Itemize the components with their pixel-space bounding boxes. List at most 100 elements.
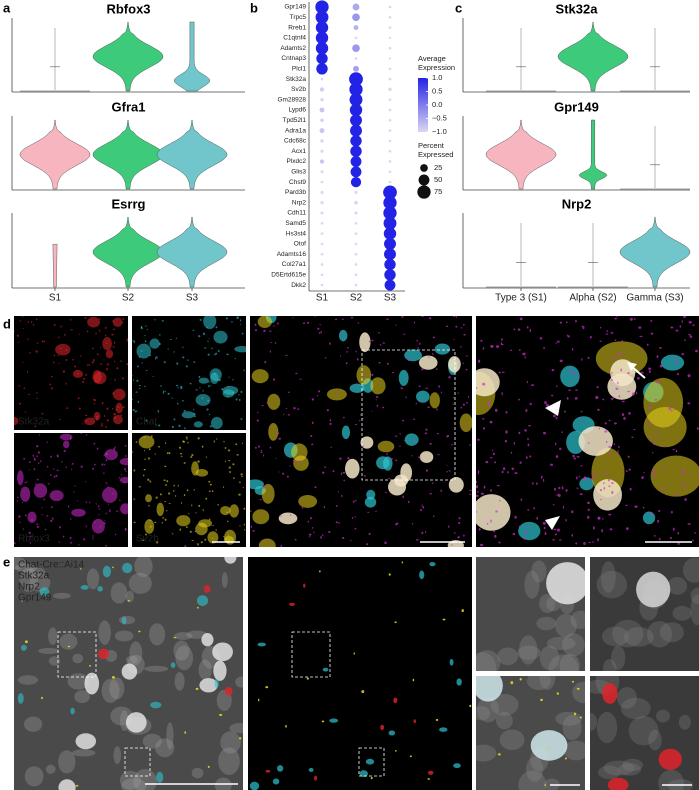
cell: [386, 318, 389, 320]
cell: [43, 498, 45, 501]
cell: [672, 605, 692, 621]
dot: [383, 196, 397, 210]
cell: [677, 542, 680, 545]
cell: [132, 374, 133, 377]
cell: [347, 346, 349, 349]
cell: [468, 395, 470, 399]
cell: [576, 487, 579, 489]
cell: [642, 506, 645, 509]
cell: [504, 439, 508, 443]
cell: [621, 339, 624, 343]
cell: [655, 381, 659, 384]
cell: [282, 472, 285, 475]
cell: [556, 494, 558, 496]
cell: [476, 485, 479, 489]
cell: [658, 430, 660, 433]
cell: [329, 422, 332, 426]
cell: [476, 494, 479, 497]
dot: [320, 211, 324, 215]
cell: [557, 340, 560, 343]
dot: [350, 135, 362, 147]
cell: [16, 334, 19, 337]
cell: [524, 570, 540, 599]
cell: [399, 433, 401, 435]
cell: [611, 490, 614, 494]
cell: [326, 408, 329, 412]
cell: [652, 473, 656, 476]
cell: [494, 461, 497, 464]
cell: [462, 403, 465, 406]
cell: [33, 457, 36, 459]
cell: [20, 644, 27, 651]
cell: [476, 652, 497, 671]
colorbar-label: 1.0: [432, 73, 442, 82]
cell: [174, 672, 185, 691]
cell: [241, 476, 243, 478]
cell: [480, 492, 484, 495]
cell: [429, 392, 440, 409]
cell: [469, 489, 472, 492]
cell: [548, 746, 551, 749]
cell: [238, 399, 241, 401]
cell: [193, 412, 196, 416]
cell: [193, 488, 195, 491]
cell: [562, 633, 585, 657]
cell: [476, 368, 500, 397]
cell: [555, 342, 557, 344]
dot: [319, 159, 325, 164]
cell: [156, 771, 164, 783]
cell: [269, 350, 272, 353]
cell: [285, 354, 288, 356]
cell: [201, 397, 204, 400]
cell: [439, 727, 448, 732]
cell: [659, 364, 663, 368]
cell: [22, 528, 24, 530]
cell: [386, 453, 388, 456]
cell: [524, 429, 527, 432]
cell: [448, 356, 461, 373]
cell: [425, 469, 429, 472]
cell: [35, 318, 38, 321]
cell: [433, 515, 435, 518]
cell: [510, 681, 514, 685]
cell: [49, 474, 52, 476]
cell: [211, 537, 214, 539]
cell: [529, 328, 532, 333]
cell: [454, 531, 456, 534]
dot: [320, 139, 324, 143]
cell: [106, 419, 109, 422]
cell: [92, 359, 95, 362]
cell: [132, 451, 134, 453]
cell: [92, 417, 94, 420]
cell: [185, 436, 188, 438]
cell: [623, 416, 626, 420]
cell: [597, 516, 601, 520]
cell: [126, 655, 138, 665]
cell: [47, 483, 50, 485]
cell: [85, 373, 88, 376]
cell: [115, 408, 118, 411]
cell: [539, 336, 543, 340]
cell: [583, 542, 586, 545]
cell: [544, 531, 547, 535]
cell: [188, 513, 190, 515]
cell: [587, 501, 590, 505]
cell: [550, 394, 554, 397]
cell: [552, 504, 555, 506]
cell: [456, 316, 458, 318]
cell: [234, 358, 237, 360]
cell: [613, 422, 617, 425]
cell: [231, 320, 233, 323]
cell: [476, 650, 501, 671]
micrograph-content: [132, 316, 246, 430]
cell: [633, 428, 636, 431]
x-tick-label: S1: [316, 293, 329, 304]
cell: [536, 516, 539, 520]
dot: [388, 129, 392, 132]
cell: [97, 371, 100, 373]
cell: [213, 373, 216, 376]
micrograph: [248, 557, 472, 790]
cell: [29, 541, 31, 544]
cell: [14, 330, 15, 332]
cell: [610, 332, 614, 334]
